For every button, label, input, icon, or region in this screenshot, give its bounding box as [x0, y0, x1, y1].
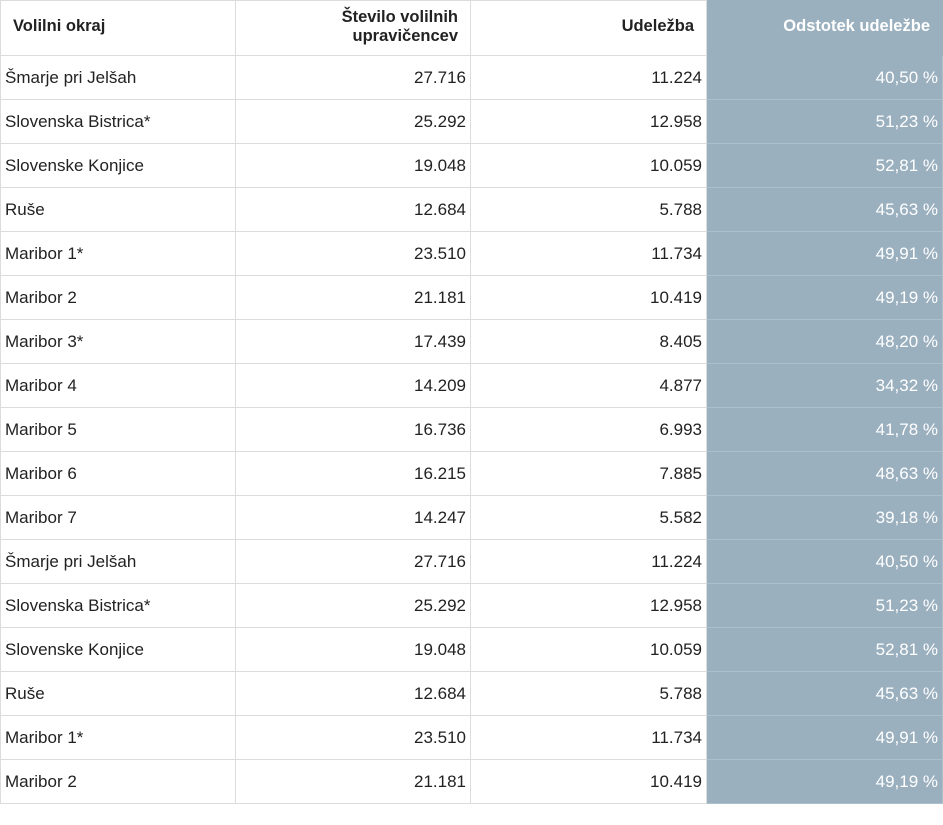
cell-voters: 16.736 — [235, 407, 471, 452]
cell-voters: 21.181 — [235, 275, 471, 320]
cell-turnout: 5.582 — [470, 495, 707, 540]
cell-district: Maribor 4 — [0, 363, 236, 408]
cell-percent: 40,50 % — [706, 55, 943, 100]
cell-voters: 12.684 — [235, 671, 471, 716]
cell-percent: 39,18 % — [706, 495, 943, 540]
cell-voters: 14.247 — [235, 495, 471, 540]
table-row: Maribor 1* 23.510 11.734 49,91 % — [0, 231, 943, 276]
cell-district: Šmarje pri Jelšah — [0, 55, 236, 100]
table-body: Šmarje pri Jelšah 27.716 11.224 40,50 % Slov… — [0, 55, 943, 804]
cell-voters: 25.292 — [235, 583, 471, 628]
cell-turnout: 11.224 — [470, 55, 707, 100]
table-row: Šmarje pri Jelšah 27.716 11.224 40,50 % — [0, 539, 943, 584]
cell-percent: 49,91 % — [706, 231, 943, 276]
column-header-voters[interactable]: Število volilnih upravičencev — [235, 0, 471, 56]
cell-turnout: 10.059 — [470, 627, 707, 672]
table-row: Maribor 2 21.181 10.419 49,19 % — [0, 275, 943, 320]
cell-percent: 40,50 % — [706, 539, 943, 584]
cell-voters: 14.209 — [235, 363, 471, 408]
turnout-table: Volilni okraj Število volilnih upravičen… — [0, 0, 943, 804]
cell-voters: 19.048 — [235, 143, 471, 188]
cell-district: Maribor 5 — [0, 407, 236, 452]
table-row: Maribor 4 14.209 4.877 34,32 % — [0, 363, 943, 408]
cell-district: Maribor 6 — [0, 451, 236, 496]
cell-percent: 51,23 % — [706, 99, 943, 144]
cell-district: Šmarje pri Jelšah — [0, 539, 236, 584]
cell-turnout: 5.788 — [470, 671, 707, 716]
table-row: Maribor 6 16.215 7.885 48,63 % — [0, 451, 943, 496]
cell-turnout: 10.059 — [470, 143, 707, 188]
cell-voters: 12.684 — [235, 187, 471, 232]
cell-district: Ruše — [0, 671, 236, 716]
cell-voters: 23.510 — [235, 231, 471, 276]
table-row: Ruše 12.684 5.788 45,63 % — [0, 671, 943, 716]
cell-turnout: 11.224 — [470, 539, 707, 584]
column-header-turnout[interactable]: Udeležba — [470, 0, 707, 56]
cell-voters: 21.181 — [235, 759, 471, 804]
cell-percent: 49,19 % — [706, 275, 943, 320]
cell-percent: 34,32 % — [706, 363, 943, 408]
table-row: Slovenske Konjice 19.048 10.059 52,81 % — [0, 627, 943, 672]
cell-turnout: 6.993 — [470, 407, 707, 452]
cell-district: Slovenske Konjice — [0, 143, 236, 188]
column-header-percent[interactable]: Odstotek udeležbe — [706, 0, 943, 56]
cell-voters: 23.510 — [235, 715, 471, 760]
cell-turnout: 4.877 — [470, 363, 707, 408]
cell-percent: 49,91 % — [706, 715, 943, 760]
table-row: Maribor 2 21.181 10.419 49,19 % — [0, 759, 943, 804]
cell-district: Ruše — [0, 187, 236, 232]
cell-turnout: 7.885 — [470, 451, 707, 496]
cell-voters: 25.292 — [235, 99, 471, 144]
header-row: Volilni okraj Število volilnih upravičen… — [0, 0, 943, 56]
cell-district: Maribor 1* — [0, 715, 236, 760]
cell-turnout: 12.958 — [470, 99, 707, 144]
table-row: Maribor 3* 17.439 8.405 48,20 % — [0, 319, 943, 364]
table-header: Volilni okraj Število volilnih upravičen… — [0, 0, 943, 56]
table-row: Slovenska Bistrica* 25.292 12.958 51,23 % — [0, 99, 943, 144]
cell-district: Slovenska Bistrica* — [0, 583, 236, 628]
table-row: Maribor 7 14.247 5.582 39,18 % — [0, 495, 943, 540]
cell-percent: 49,19 % — [706, 759, 943, 804]
cell-percent: 45,63 % — [706, 187, 943, 232]
cell-district: Slovenska Bistrica* — [0, 99, 236, 144]
table-row: Maribor 1* 23.510 11.734 49,91 % — [0, 715, 943, 760]
cell-district: Maribor 2 — [0, 759, 236, 804]
table-row: Ruše 12.684 5.788 45,63 % — [0, 187, 943, 232]
cell-percent: 51,23 % — [706, 583, 943, 628]
cell-percent: 48,20 % — [706, 319, 943, 364]
table-row: Maribor 5 16.736 6.993 41,78 % — [0, 407, 943, 452]
cell-percent: 52,81 % — [706, 143, 943, 188]
cell-district: Maribor 2 — [0, 275, 236, 320]
cell-voters: 27.716 — [235, 55, 471, 100]
cell-voters: 27.716 — [235, 539, 471, 584]
cell-district: Maribor 7 — [0, 495, 236, 540]
cell-turnout: 8.405 — [470, 319, 707, 364]
cell-voters: 19.048 — [235, 627, 471, 672]
cell-district: Slovenske Konjice — [0, 627, 236, 672]
cell-voters: 17.439 — [235, 319, 471, 364]
cell-turnout: 12.958 — [470, 583, 707, 628]
column-header-district[interactable]: Volilni okraj — [0, 0, 236, 56]
cell-turnout: 10.419 — [470, 759, 707, 804]
cell-voters: 16.215 — [235, 451, 471, 496]
cell-percent: 48,63 % — [706, 451, 943, 496]
cell-percent: 41,78 % — [706, 407, 943, 452]
cell-percent: 52,81 % — [706, 627, 943, 672]
cell-district: Maribor 1* — [0, 231, 236, 276]
cell-turnout: 10.419 — [470, 275, 707, 320]
table-row: Šmarje pri Jelšah 27.716 11.224 40,50 % — [0, 55, 943, 100]
table-row: Slovenske Konjice 19.048 10.059 52,81 % — [0, 143, 943, 188]
cell-percent: 45,63 % — [706, 671, 943, 716]
table-row: Slovenska Bistrica* 25.292 12.958 51,23 % — [0, 583, 943, 628]
cell-turnout: 11.734 — [470, 715, 707, 760]
cell-turnout: 5.788 — [470, 187, 707, 232]
cell-turnout: 11.734 — [470, 231, 707, 276]
cell-district: Maribor 3* — [0, 319, 236, 364]
